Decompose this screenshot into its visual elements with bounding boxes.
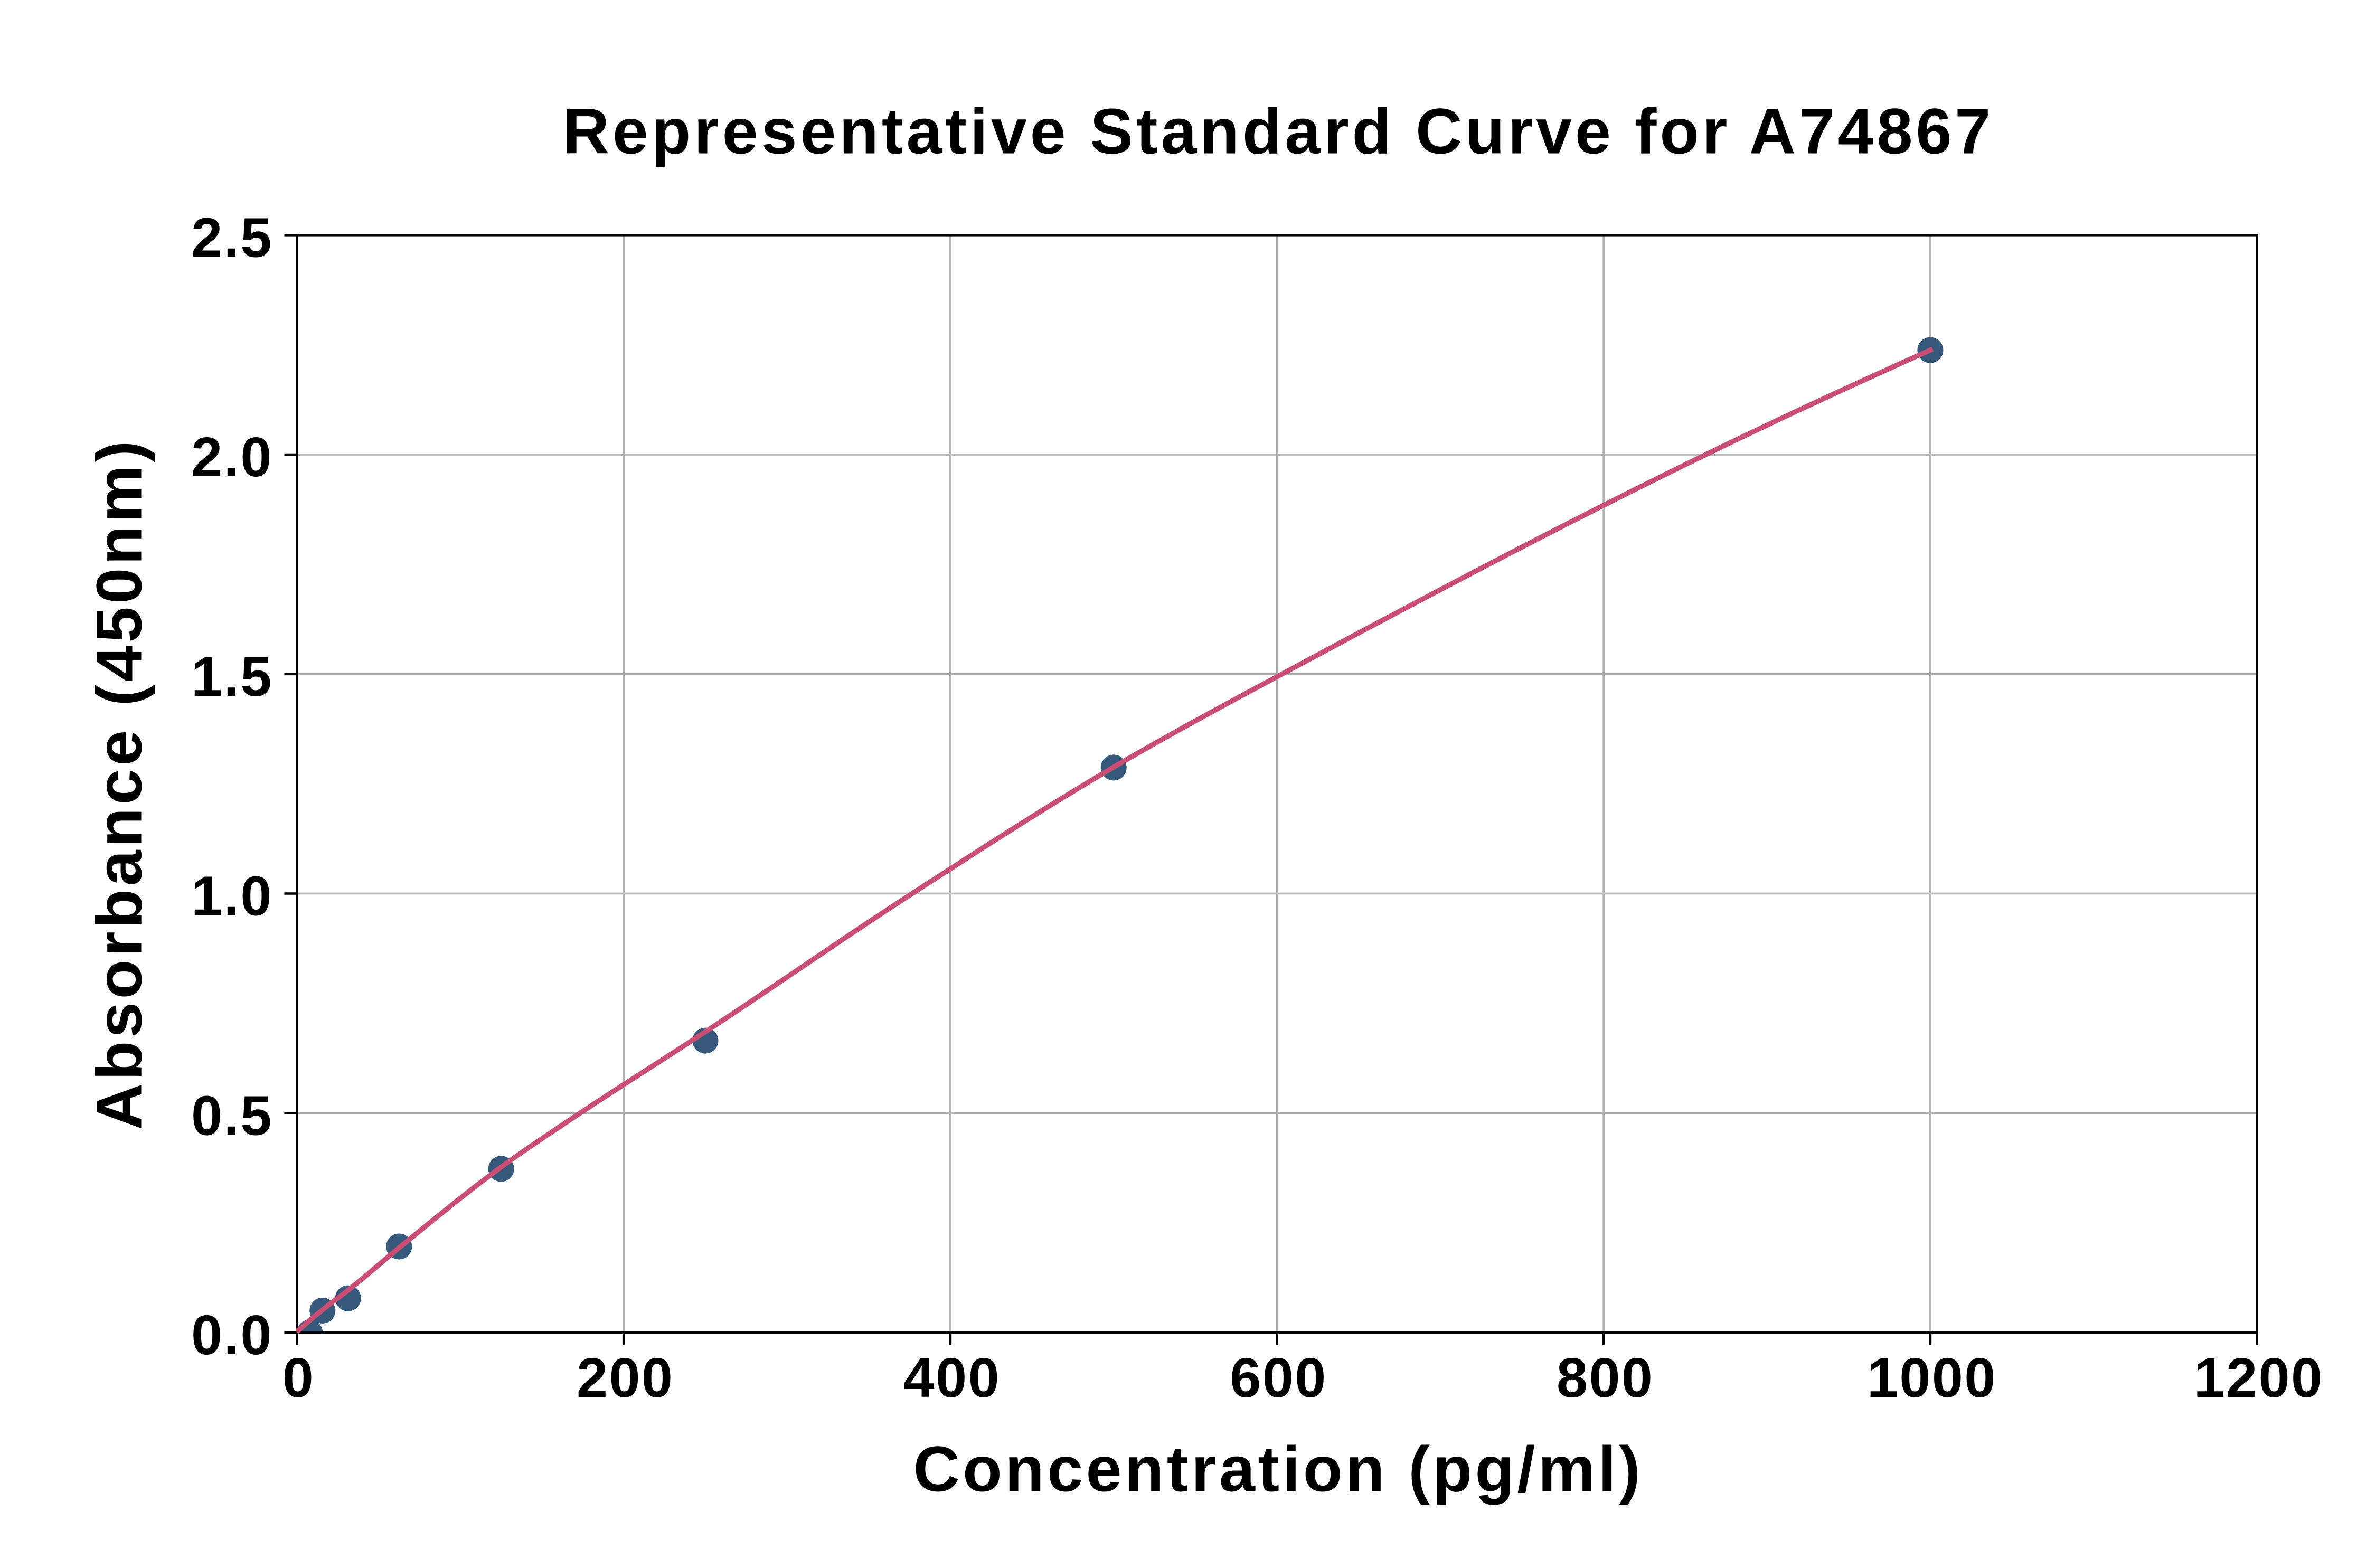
svg-text:Absorbance (450nm): Absorbance (450nm) — [83, 438, 155, 1130]
svg-text:2.5: 2.5 — [191, 206, 273, 269]
svg-text:800: 800 — [1557, 1347, 1654, 1409]
svg-text:0.0: 0.0 — [191, 1304, 273, 1366]
svg-text:1.5: 1.5 — [191, 646, 273, 708]
svg-text:Representative Standard Curve: Representative Standard Curve for A74867 — [563, 96, 1994, 167]
svg-text:0.5: 0.5 — [191, 1084, 273, 1147]
svg-text:400: 400 — [903, 1347, 1001, 1409]
svg-text:600: 600 — [1230, 1347, 1327, 1409]
svg-text:200: 200 — [577, 1347, 674, 1409]
svg-text:1.0: 1.0 — [191, 865, 273, 928]
svg-text:0: 0 — [282, 1347, 315, 1409]
svg-text:1200: 1200 — [2194, 1347, 2324, 1409]
svg-text:Concentration (pg/ml): Concentration (pg/ml) — [913, 1433, 1644, 1505]
svg-text:2.0: 2.0 — [191, 426, 273, 488]
svg-text:1000: 1000 — [1867, 1347, 1997, 1409]
